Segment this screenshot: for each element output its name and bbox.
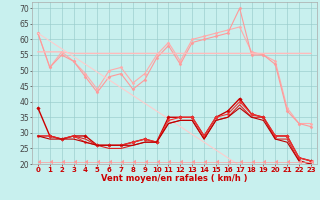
X-axis label: Vent moyen/en rafales ( km/h ): Vent moyen/en rafales ( km/h ) [101, 174, 248, 183]
